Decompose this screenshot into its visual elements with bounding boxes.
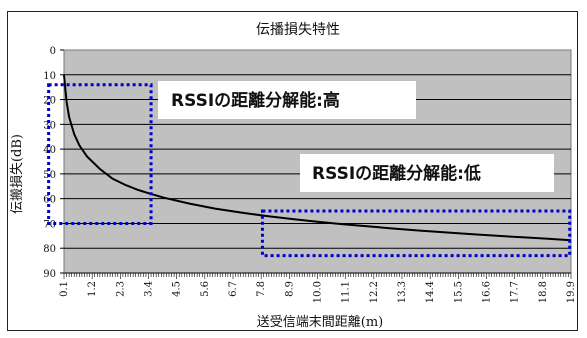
annotation-text-low: RSSIの距離分解能:低 — [312, 163, 481, 184]
chart-title: 伝播損失特性 — [256, 22, 340, 38]
annotation-label-bg-high — [158, 81, 416, 119]
y-tick-label: 10 — [43, 71, 56, 82]
x-tick-label: 16.6 — [482, 281, 493, 303]
annotation-label-bg-low — [300, 154, 554, 192]
x-tick-label: 4.5 — [172, 281, 183, 297]
y-tick-label: 20 — [43, 96, 56, 107]
x-tick-label: 3.4 — [144, 281, 155, 297]
x-tick-label: 5.6 — [200, 281, 211, 297]
x-tick-label: 11.1 — [341, 281, 352, 303]
x-tick-label: 12.2 — [369, 281, 380, 303]
x-axis-label: 送受信端末間距離(m) — [257, 315, 383, 330]
annotation-text-high: RSSIの距離分解能:高 — [171, 90, 340, 111]
x-tick-label: 6.7 — [228, 281, 239, 297]
y-tick-label: 90 — [43, 269, 56, 280]
x-tick-label: 0.1 — [59, 281, 70, 297]
y-tick-label: 30 — [43, 120, 56, 131]
y-tick-label: 80 — [43, 244, 56, 255]
y-tick-label: 0 — [50, 46, 56, 57]
x-tick-label: 19.9 — [566, 281, 577, 303]
x-tick-label: 8.9 — [284, 281, 295, 297]
x-tick-label: 13.3 — [397, 281, 408, 303]
x-tick-label: 1.2 — [87, 281, 98, 297]
x-tick-label: 2.3 — [115, 281, 126, 297]
x-tick-label: 15.5 — [453, 281, 464, 303]
x-axis: 0.1 1.2 2.3 3.4 4.5 5.6 6.7 7.8 8.9 10.0 11.1 12.2 1… — [59, 272, 577, 303]
annotation-box-low — [260, 209, 572, 258]
series-line-loss — [63, 74, 572, 242]
x-tick-label: 10.0 — [313, 281, 324, 303]
x-tick-label: 7.8 — [256, 281, 267, 297]
x-tick-label: 17.7 — [510, 281, 521, 303]
x-tick-label: 14.4 — [425, 281, 436, 303]
x-tick-label: 18.8 — [538, 281, 549, 303]
y-axis-label: 伝搬損失(dB) — [10, 134, 25, 214]
chart-frame: 伝播損失特性 0 10 20 30 40 50 60 70 80 90 0.1 1.2 2.3 3.4 4… — [7, 11, 578, 331]
